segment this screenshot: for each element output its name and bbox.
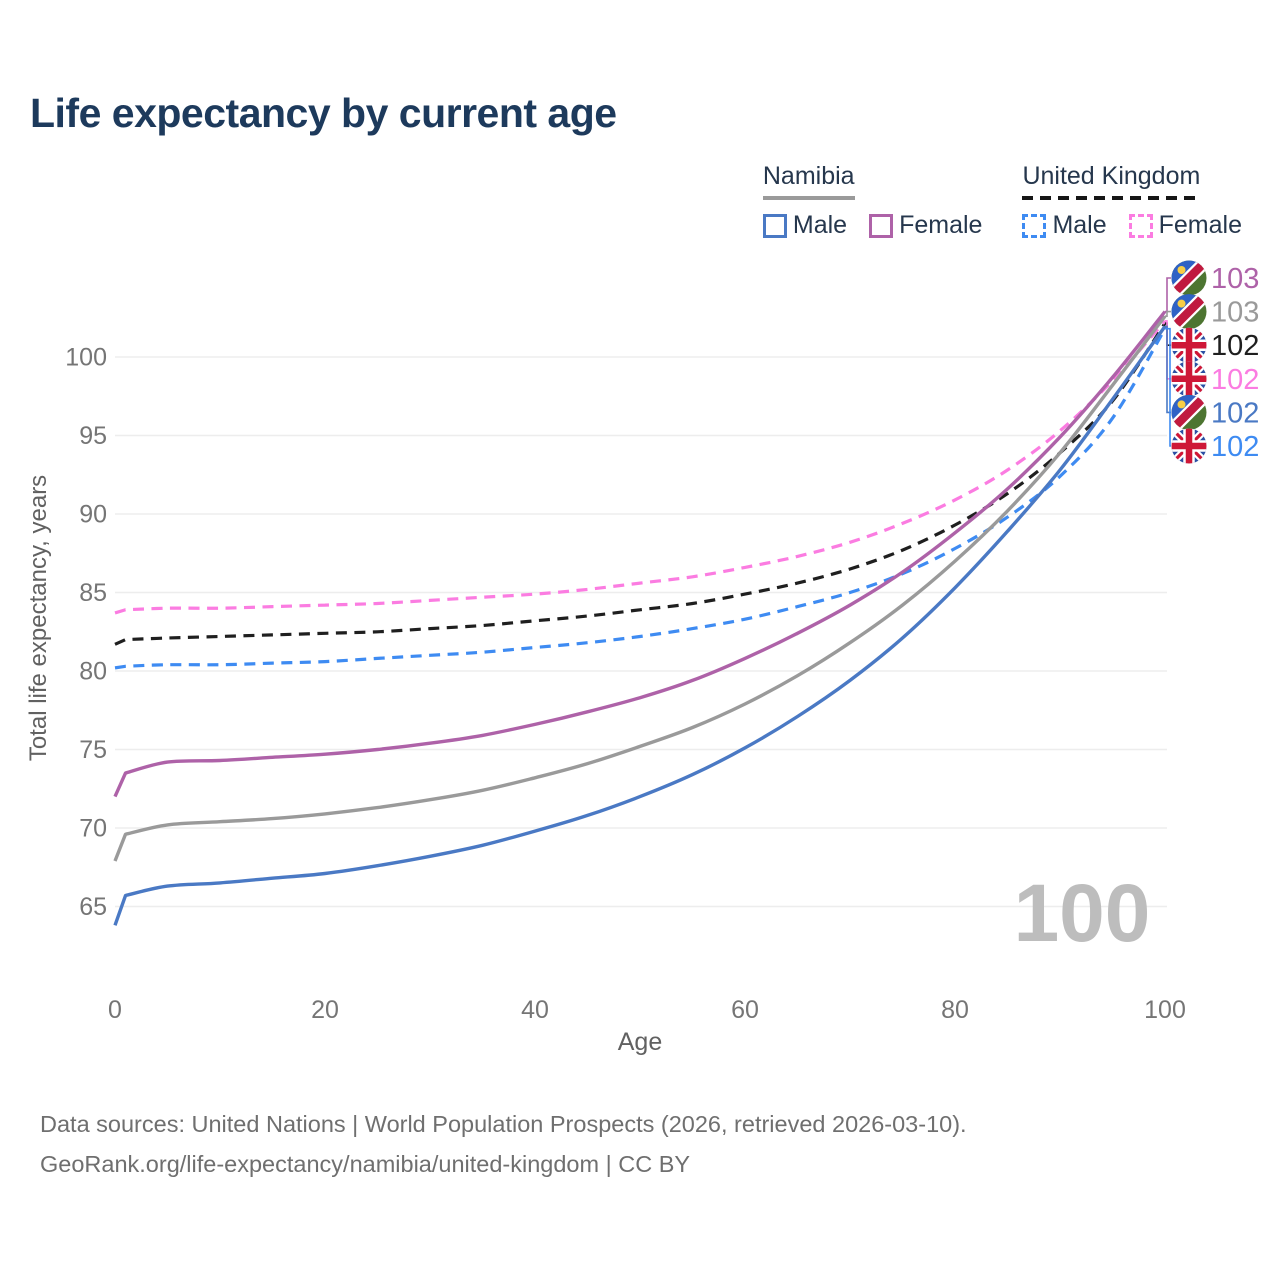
legend-item-label: Male xyxy=(792,211,848,239)
legend-group-namibia: Namibia Male Female xyxy=(762,162,982,240)
namibia-both-swatch-line xyxy=(762,196,855,200)
series-line-uk_both xyxy=(114,322,1167,646)
data-sources-line: Data sources: United Nations | World Pop… xyxy=(40,1111,967,1137)
y-tick-label: 95 xyxy=(79,422,107,450)
uk-flag-art xyxy=(1171,361,1207,397)
x-axis-title: Age xyxy=(618,1028,662,1056)
namibia-flag-band-red xyxy=(1171,394,1207,430)
namibia-male-swatch xyxy=(762,213,787,238)
namibia-flag-sun xyxy=(1177,400,1186,409)
namibia-female-swatch xyxy=(869,213,894,238)
uk-flag-icon xyxy=(1171,361,1207,397)
series-line-nam_female xyxy=(113,310,1167,798)
x-tick-label: 100 xyxy=(1144,996,1186,1024)
series-end-value-uk_both: 102 xyxy=(1211,330,1259,362)
legend-item-label: Female xyxy=(899,211,983,239)
legend-item-label: Male xyxy=(1052,211,1107,239)
series-line-nam_male xyxy=(113,325,1167,926)
y-tick-label: 80 xyxy=(79,658,107,686)
namibia-flag-icon xyxy=(1171,294,1207,330)
namibia-flag-art xyxy=(1171,294,1207,330)
x-tick-label: 80 xyxy=(941,996,969,1024)
y-tick-label: 65 xyxy=(79,893,107,921)
legend-item-label: Female xyxy=(1158,211,1242,239)
namibia-flag-band-red xyxy=(1171,294,1207,330)
series-end-value-uk_male: 102 xyxy=(1211,431,1259,463)
uk-both-swatch-line xyxy=(1022,196,1201,200)
uk-female-swatch xyxy=(1128,213,1153,238)
series-end-value-uk_female: 102 xyxy=(1211,364,1259,396)
legend-country-united-kingdom[interactable]: United Kingdom xyxy=(1022,162,1201,200)
series-line-uk_female xyxy=(114,319,1167,615)
uk-flag-icon xyxy=(1171,428,1207,464)
series-line-nam_both xyxy=(113,315,1167,862)
series-line-uk_male xyxy=(114,327,1167,670)
legend-item-uk-male[interactable]: Male xyxy=(1022,211,1107,240)
x-tick-label: 40 xyxy=(521,996,549,1024)
x-tick-label: 20 xyxy=(311,996,339,1024)
y-tick-label: 85 xyxy=(79,579,107,607)
page-title: Life expectancy by current age xyxy=(30,90,617,136)
series-end-value-nam_both: 103 xyxy=(1211,297,1259,329)
leader-line-nam_male xyxy=(1165,325,1171,414)
namibia-flag-icon xyxy=(1171,394,1207,430)
namibia-flag-sun xyxy=(1177,266,1186,274)
series-end-value-nam_male: 102 xyxy=(1211,397,1259,429)
y-tick-label: 75 xyxy=(79,736,107,764)
age-watermark: 100 xyxy=(1014,868,1151,959)
namibia-flag-icon xyxy=(1171,260,1207,296)
legend: Namibia Male Female United Kingdom Male xyxy=(762,162,1242,240)
legend-country-namibia[interactable]: Namibia xyxy=(762,162,855,200)
y-axis-title: Total life expectancy, years xyxy=(25,475,52,761)
namibia-flag-band-red xyxy=(1171,260,1207,296)
series-end-value-nam_female: 103 xyxy=(1211,263,1259,295)
legend-item-namibia-female[interactable]: Female xyxy=(869,211,982,240)
leader-line-nam_both xyxy=(1165,310,1171,317)
leader-line-nam_female xyxy=(1165,277,1171,313)
namibia-flag-art xyxy=(1171,260,1207,296)
legend-item-namibia-male[interactable]: Male xyxy=(762,211,848,240)
y-tick-label: 70 xyxy=(79,815,107,843)
namibia-flag-sun xyxy=(1177,299,1186,308)
namibia-flag-art xyxy=(1171,394,1207,430)
leader-line-uk_male xyxy=(1165,327,1171,447)
x-tick-label: 0 xyxy=(108,996,122,1024)
attribution-line: GeoRank.org/life-expectancy/namibia/unit… xyxy=(40,1151,691,1178)
chart-footer: Data sources: United Nations | World Pop… xyxy=(40,1104,967,1185)
uk-flag-art xyxy=(1171,428,1207,464)
legend-item-uk-female[interactable]: Female xyxy=(1128,211,1242,240)
y-tick-label: 90 xyxy=(79,501,107,529)
uk-male-swatch xyxy=(1022,213,1047,238)
uk-flag-art xyxy=(1171,327,1207,363)
y-tick-label: 100 xyxy=(65,344,107,372)
legend-group-united-kingdom: United Kingdom Male Female xyxy=(1022,162,1242,240)
uk-flag-icon xyxy=(1171,327,1207,363)
x-tick-label: 60 xyxy=(731,996,759,1024)
